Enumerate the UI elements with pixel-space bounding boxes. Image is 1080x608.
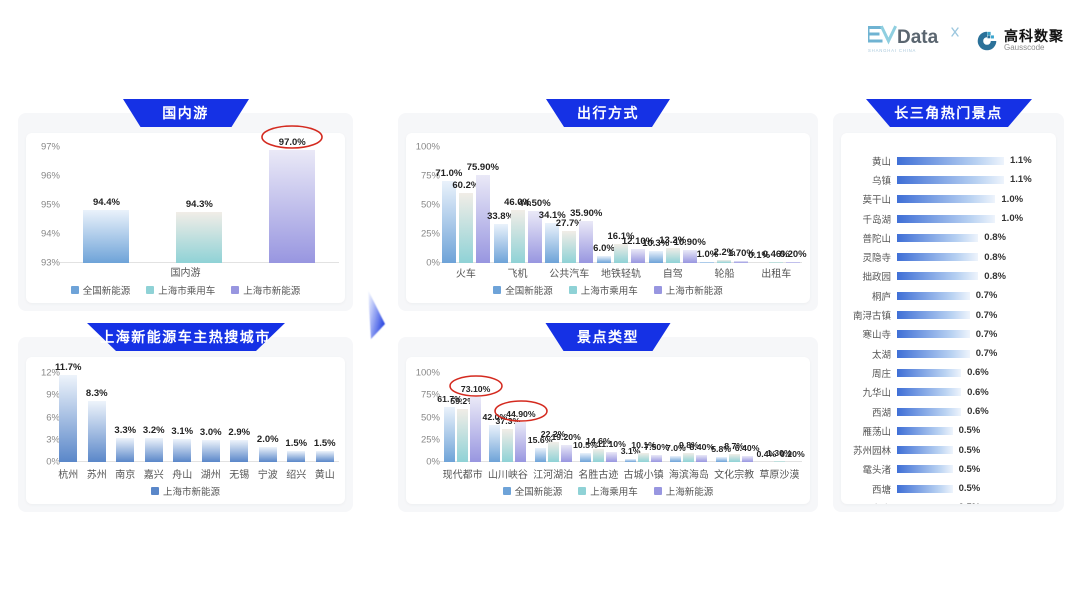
svg-text:SHANGHAI CHINA: SHANGHAI CHINA <box>868 48 916 53</box>
svg-text:Data: Data <box>897 27 939 48</box>
